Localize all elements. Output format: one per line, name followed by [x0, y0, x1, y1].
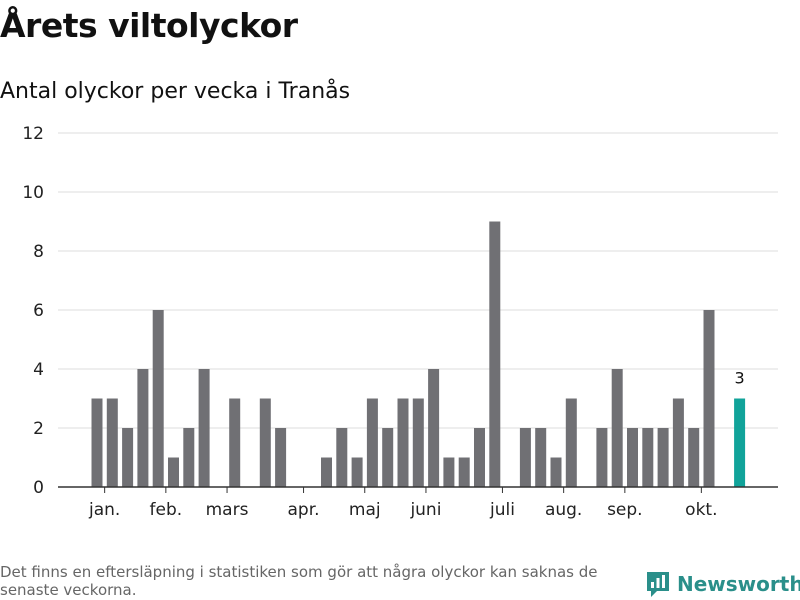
bar	[535, 428, 547, 487]
bar	[229, 398, 241, 487]
bar	[366, 398, 378, 487]
bar	[474, 428, 485, 487]
x-tick-label: feb.	[150, 500, 183, 520]
bar	[91, 398, 103, 487]
bar	[672, 398, 684, 487]
bar	[642, 428, 654, 487]
y-tick-label: 12	[22, 124, 44, 144]
x-axis-ticks: jan. feb. mars apr. maj juni juli aug. sep. okt.	[88, 487, 718, 520]
bar	[168, 457, 179, 487]
data-labels: 3	[735, 369, 745, 388]
chart-title: Årets viltolyckor	[0, 6, 298, 45]
y-tick-label: 6	[33, 301, 44, 321]
x-tick-label: apr.	[288, 500, 320, 520]
x-tick-label: mars	[206, 500, 249, 520]
bar	[137, 369, 149, 487]
bar	[198, 369, 210, 487]
x-tick-label: jan.	[88, 500, 120, 520]
gridlines	[58, 132, 778, 429]
data-label-latest-week: 3	[735, 369, 745, 388]
bar	[688, 428, 700, 487]
bar	[122, 428, 134, 487]
x-tick-label: okt.	[685, 500, 717, 520]
y-tick-label: 2	[33, 419, 44, 439]
chart-subtitle: Antal olyckor per vecka i Tranås	[0, 79, 351, 104]
bar	[611, 369, 623, 487]
bar	[183, 428, 195, 487]
bar	[106, 398, 118, 487]
bar	[152, 310, 164, 487]
bar	[550, 457, 562, 487]
x-tick-label: maj	[349, 500, 381, 520]
y-axis-ticks: 0 2 4 6 8 10 12	[22, 124, 44, 498]
bar-latest-week	[734, 398, 746, 487]
bar	[397, 398, 409, 487]
footnote: Det finns en eftersläpning i statistiken…	[0, 563, 598, 599]
y-tick-label: 4	[33, 360, 44, 380]
bar	[627, 428, 638, 487]
bar	[382, 428, 394, 487]
bar	[321, 457, 332, 487]
y-tick-label: 10	[22, 183, 44, 203]
bar	[351, 457, 363, 487]
bar	[259, 398, 271, 487]
y-tick-label: 0	[33, 478, 44, 498]
bar	[565, 398, 577, 487]
bar	[428, 369, 440, 487]
bar	[519, 428, 531, 487]
bar	[703, 310, 715, 487]
bar	[443, 457, 455, 487]
x-tick-label: juni	[409, 500, 441, 520]
newsworthy-logo-icon	[647, 572, 669, 597]
x-tick-label: aug.	[545, 500, 582, 520]
brand-name: Newsworthy	[677, 572, 800, 596]
bar	[489, 221, 501, 487]
bar	[596, 428, 608, 487]
x-tick-label: sep.	[607, 500, 643, 520]
bar	[657, 428, 669, 487]
bar	[458, 457, 470, 487]
bar	[412, 398, 424, 487]
weekly-accidents-bar-chart: 0 2 4 6 8 10 12 3 jan. feb. mars apr. maj juni juli a…	[22, 124, 778, 520]
x-tick-label: juli	[489, 500, 515, 520]
bars	[91, 221, 746, 487]
bar	[336, 428, 348, 487]
bar	[275, 428, 287, 487]
y-tick-label: 8	[33, 242, 44, 262]
newsworthy-logo[interactable]: Newsworthy	[645, 570, 800, 598]
